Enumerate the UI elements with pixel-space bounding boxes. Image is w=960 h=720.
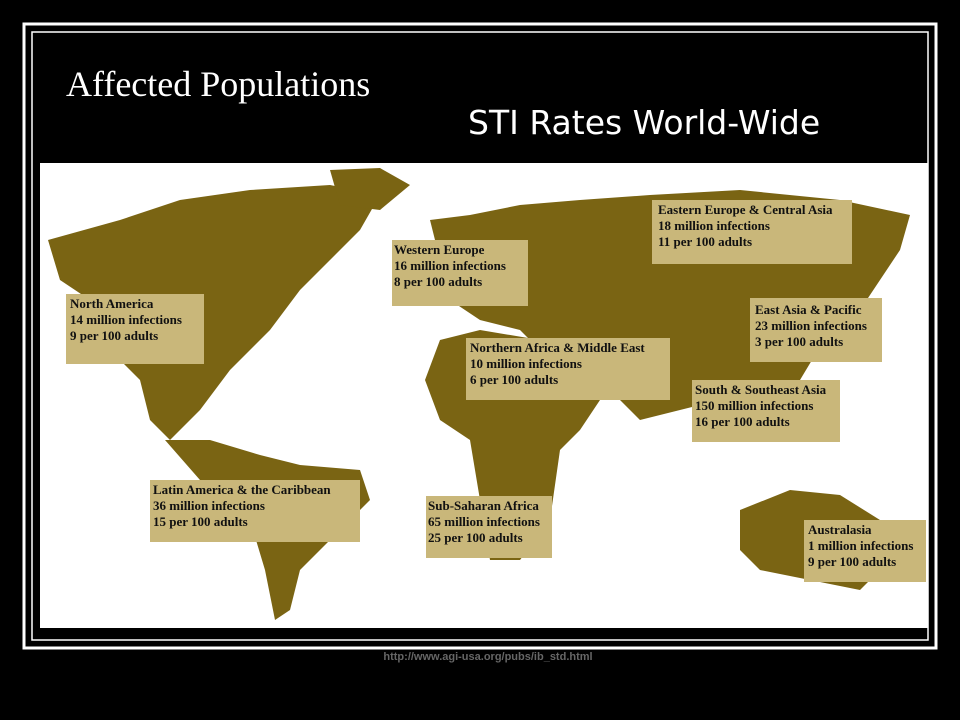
region-rate: 25 per 100 adults <box>428 530 523 545</box>
region-rate: 6 per 100 adults <box>470 372 558 387</box>
outer-frame <box>22 22 938 650</box>
region-rate: 9 per 100 adults <box>70 328 158 343</box>
region-box <box>750 298 882 362</box>
region-infections: 23 million infections <box>755 318 867 333</box>
region-rate: 16 per 100 adults <box>695 414 790 429</box>
region-infections: 150 million infections <box>695 398 813 413</box>
region-infections: 1 million infections <box>808 538 913 553</box>
region-infections: 36 million infections <box>153 498 265 513</box>
region-name: Northern Africa & Middle East <box>470 340 645 355</box>
region-infections: 16 million infections <box>394 258 506 273</box>
region-name: Australasia <box>808 522 872 537</box>
region-infections: 18 million infections <box>658 218 770 233</box>
north-america <box>48 185 380 440</box>
region-box <box>392 240 528 306</box>
region-name: Sub-Saharan Africa <box>428 498 539 513</box>
region-name: North America <box>70 296 154 311</box>
region-rate: 9 per 100 adults <box>808 554 896 569</box>
region-name: East Asia & Pacific <box>755 302 862 317</box>
region-infections: 14 million infections <box>70 312 182 327</box>
source-url: http://www.agi-usa.org/pubs/ib_std.html <box>383 651 592 663</box>
region-name: Eastern Europe & Central Asia <box>658 202 833 217</box>
region-name: Latin America & the Caribbean <box>153 482 331 497</box>
region-infections: 10 million infections <box>470 356 582 371</box>
region-boxes <box>66 200 926 582</box>
region-box <box>804 520 926 582</box>
region-box <box>426 496 552 558</box>
region-box <box>466 338 670 400</box>
region-name: South & Southeast Asia <box>695 382 827 397</box>
region-box <box>692 380 840 442</box>
region-rate: 15 per 100 adults <box>153 514 248 529</box>
region-rate: 11 per 100 adults <box>658 234 752 249</box>
region-rate: 8 per 100 adults <box>394 274 482 289</box>
region-box <box>66 294 204 364</box>
region-box <box>652 200 852 264</box>
region-rate: 3 per 100 adults <box>755 334 843 349</box>
region-box <box>150 480 360 542</box>
region-infections: 65 million infections <box>428 514 540 529</box>
title: Affected Populations <box>66 64 370 104</box>
greenland <box>330 168 410 210</box>
region-name: Western Europe <box>394 242 485 257</box>
subtitle: STI Rates World-Wide <box>468 103 820 142</box>
